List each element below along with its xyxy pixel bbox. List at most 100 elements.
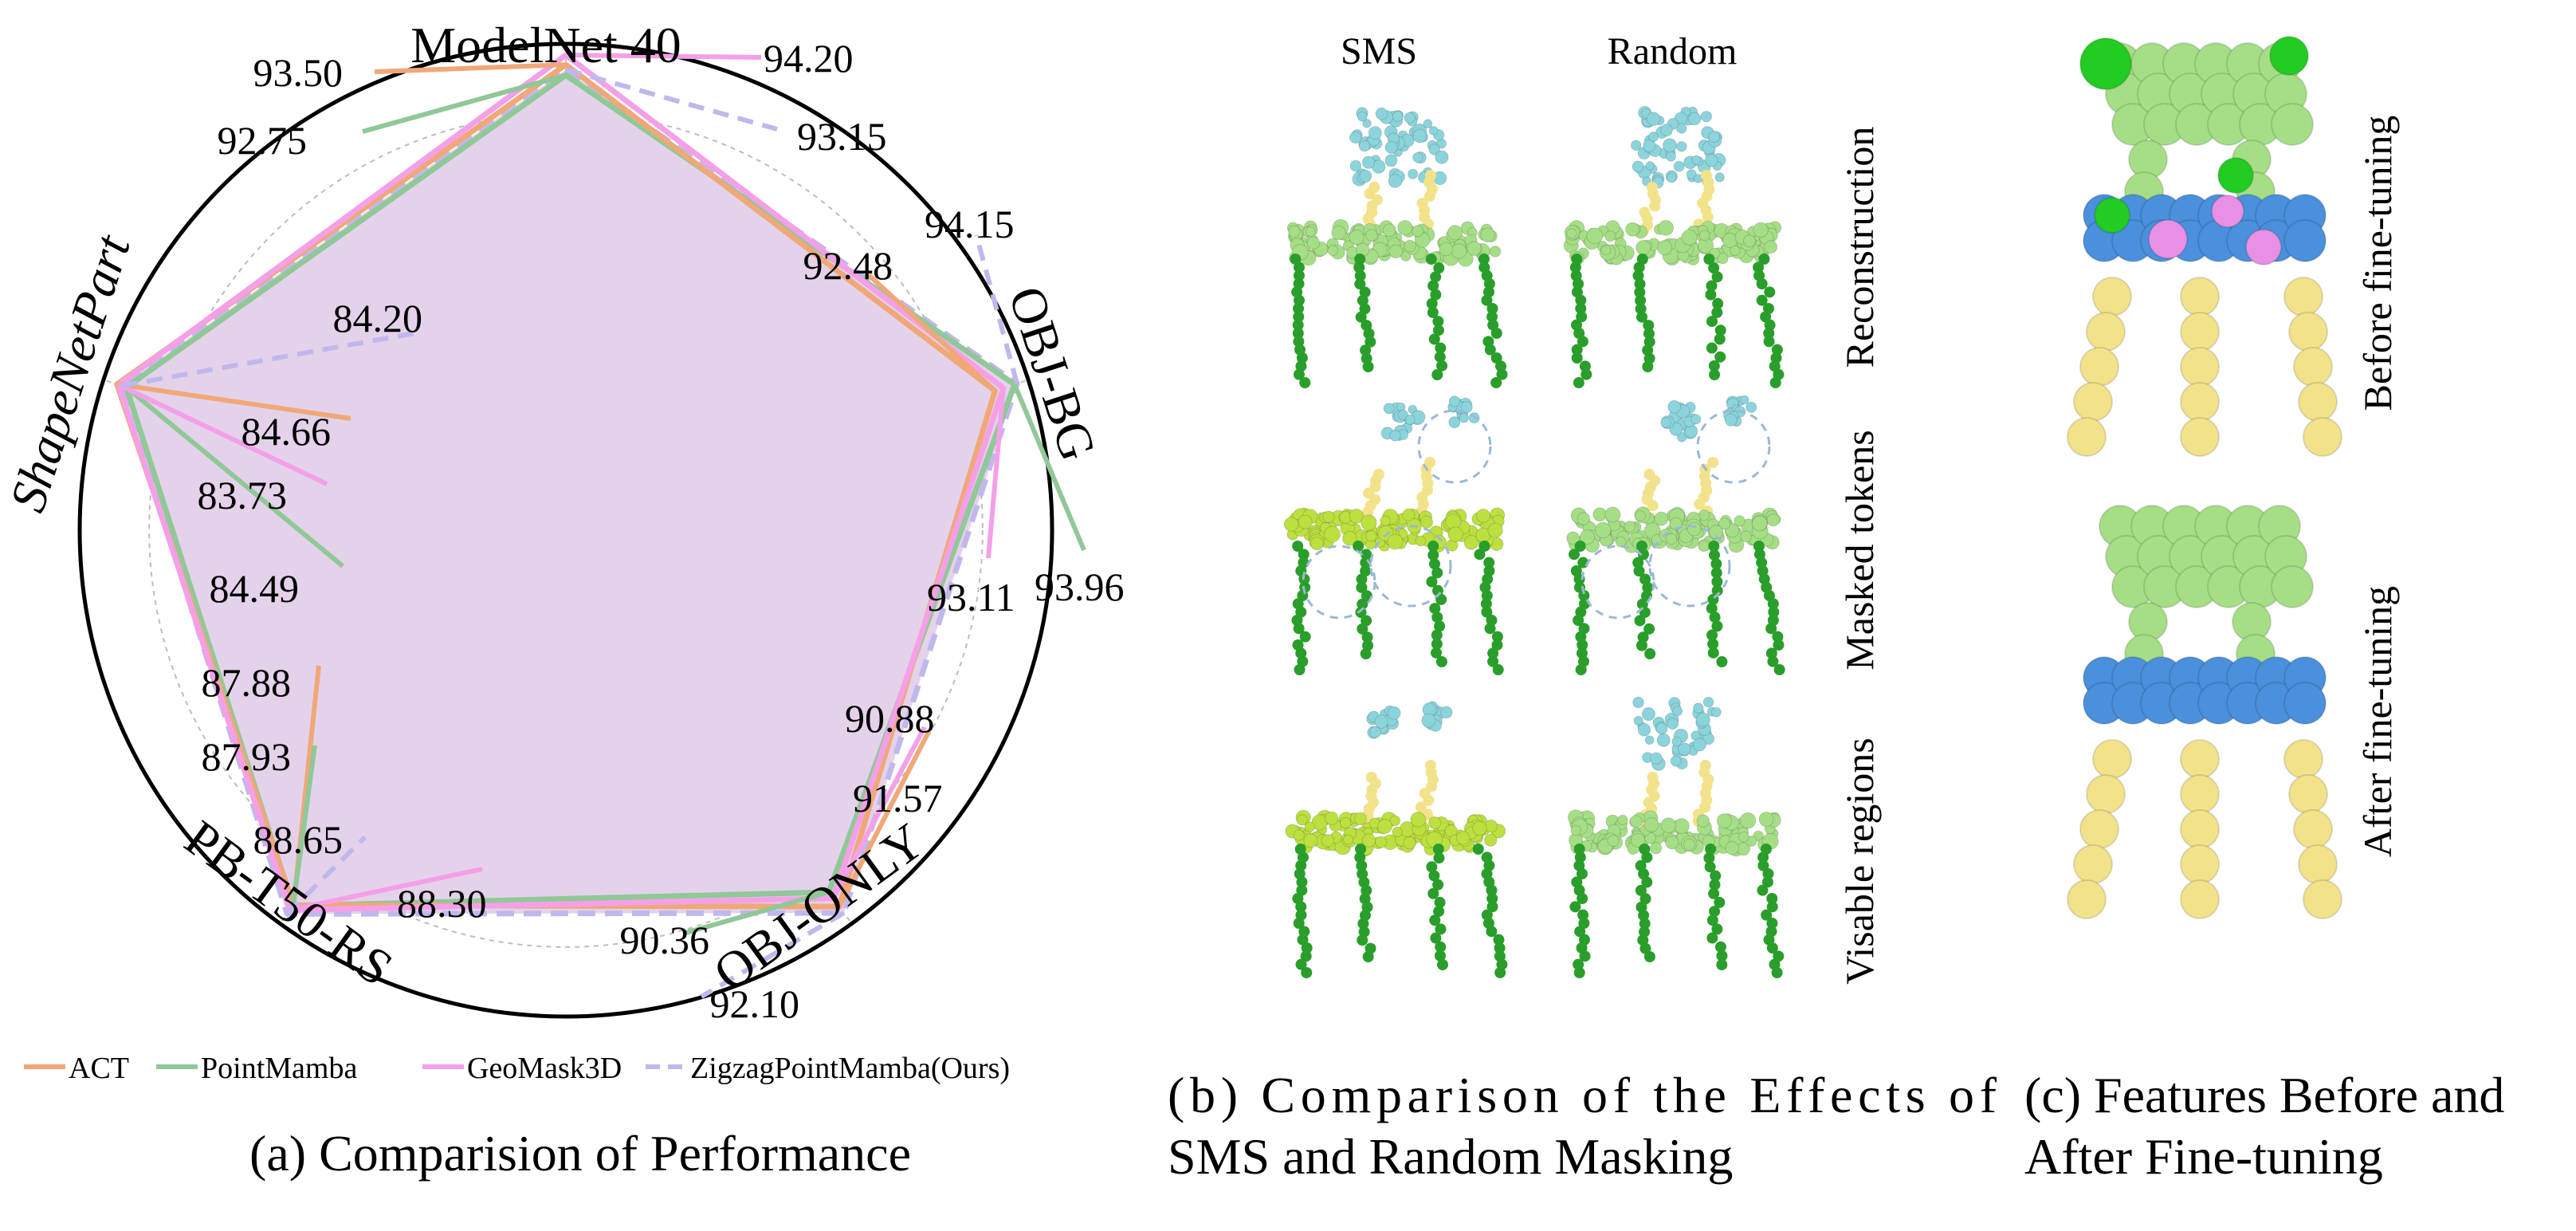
point xyxy=(1769,377,1781,388)
feature-point xyxy=(2092,277,2132,317)
legend-item-geomask3d: GeoMask3D xyxy=(467,1052,622,1085)
seat-point xyxy=(1387,533,1404,550)
point xyxy=(1706,280,1718,292)
chair-cloud xyxy=(1563,105,1785,388)
axis-label-shapenetpart: ShapeNetPart xyxy=(0,227,141,519)
point xyxy=(1423,794,1435,806)
point xyxy=(1756,294,1768,306)
seat-point xyxy=(1696,814,1710,828)
point xyxy=(1710,870,1722,882)
legend: ACT PointMamba GeoMask3D ZigzagPointMamb… xyxy=(24,1052,1010,1085)
back-point xyxy=(1660,417,1672,428)
point xyxy=(1716,950,1728,962)
point xyxy=(1478,541,1490,552)
back-point xyxy=(1637,723,1651,737)
seat-point xyxy=(1629,815,1643,828)
point xyxy=(1637,631,1649,643)
series-line-pointmamba xyxy=(123,72,1018,909)
feature-point xyxy=(2271,565,2314,608)
point xyxy=(1435,342,1447,354)
point xyxy=(1635,294,1647,306)
point xyxy=(1486,893,1498,904)
point xyxy=(1634,615,1646,627)
seat-point xyxy=(1304,821,1315,832)
point xyxy=(1293,294,1305,306)
feature-point xyxy=(2086,312,2126,352)
point xyxy=(1487,655,1499,667)
point xyxy=(1434,351,1446,363)
point xyxy=(1575,303,1587,314)
back-point xyxy=(1704,153,1718,167)
seat-point xyxy=(1658,219,1675,236)
point xyxy=(1487,647,1499,659)
point xyxy=(1430,932,1442,944)
point xyxy=(1714,941,1726,953)
seat-point xyxy=(1298,514,1313,529)
back-point xyxy=(1673,160,1685,172)
caption-c-line2: After Fine-tuning xyxy=(2024,1128,2383,1185)
back-point xyxy=(1633,715,1643,726)
back-point xyxy=(1687,112,1702,126)
seat-point xyxy=(1615,536,1627,548)
back-point xyxy=(1421,713,1436,728)
back-point xyxy=(1387,706,1401,720)
back-point xyxy=(1632,696,1644,709)
point xyxy=(1707,638,1719,650)
back-point xyxy=(1448,395,1461,407)
point xyxy=(1490,328,1502,339)
seat-point xyxy=(1630,832,1646,848)
point xyxy=(1496,368,1508,380)
point xyxy=(1293,368,1305,380)
point xyxy=(1574,541,1586,552)
back-point xyxy=(1375,107,1388,120)
point xyxy=(1763,336,1775,348)
point xyxy=(1427,306,1439,318)
value-label-act: 87.88 xyxy=(202,660,292,705)
seat-point xyxy=(1322,510,1335,524)
seat-point xyxy=(1472,820,1487,836)
point xyxy=(1763,328,1775,339)
point xyxy=(1293,269,1305,281)
seat-point xyxy=(1717,252,1729,265)
row-label-after-fine-tuning: After fine-tuning xyxy=(2355,586,2400,857)
point xyxy=(1415,801,1427,813)
value-label-geomask3d: 90.88 xyxy=(845,696,935,741)
seat-point xyxy=(1489,246,1502,258)
point xyxy=(1578,590,1590,601)
point xyxy=(1704,861,1716,873)
point xyxy=(1571,254,1583,265)
point xyxy=(1484,623,1496,635)
seat-point xyxy=(1740,530,1753,543)
point xyxy=(1293,262,1305,273)
seat-point xyxy=(1306,236,1321,250)
back-point xyxy=(1404,112,1416,124)
leader-geomask3d xyxy=(831,726,927,900)
point xyxy=(1427,541,1439,552)
point xyxy=(1353,541,1365,552)
seat-point xyxy=(1592,507,1608,522)
point xyxy=(1573,377,1584,388)
feature-point xyxy=(2180,879,2220,919)
point xyxy=(1364,187,1376,199)
point xyxy=(1760,311,1772,323)
seat-point xyxy=(1734,515,1745,527)
feature-point xyxy=(2303,879,2342,919)
point xyxy=(1426,576,1438,588)
seat-point xyxy=(1402,508,1416,521)
mask-region xyxy=(1648,525,1731,608)
series-line-ours xyxy=(119,66,1020,917)
seat-point xyxy=(1487,522,1503,538)
feature-point xyxy=(2073,382,2113,422)
point xyxy=(1575,664,1587,675)
point xyxy=(1569,549,1581,560)
seat-point xyxy=(1327,245,1339,257)
chair-cloud xyxy=(1283,395,1506,675)
seat-point xyxy=(1365,229,1378,242)
back-point xyxy=(1655,722,1668,735)
point xyxy=(1642,581,1654,593)
point xyxy=(1491,631,1503,643)
value-label-pointmamba: 90.36 xyxy=(620,918,710,962)
feature-point xyxy=(2180,809,2220,849)
seat-point xyxy=(1483,833,1498,847)
point xyxy=(1706,629,1718,641)
